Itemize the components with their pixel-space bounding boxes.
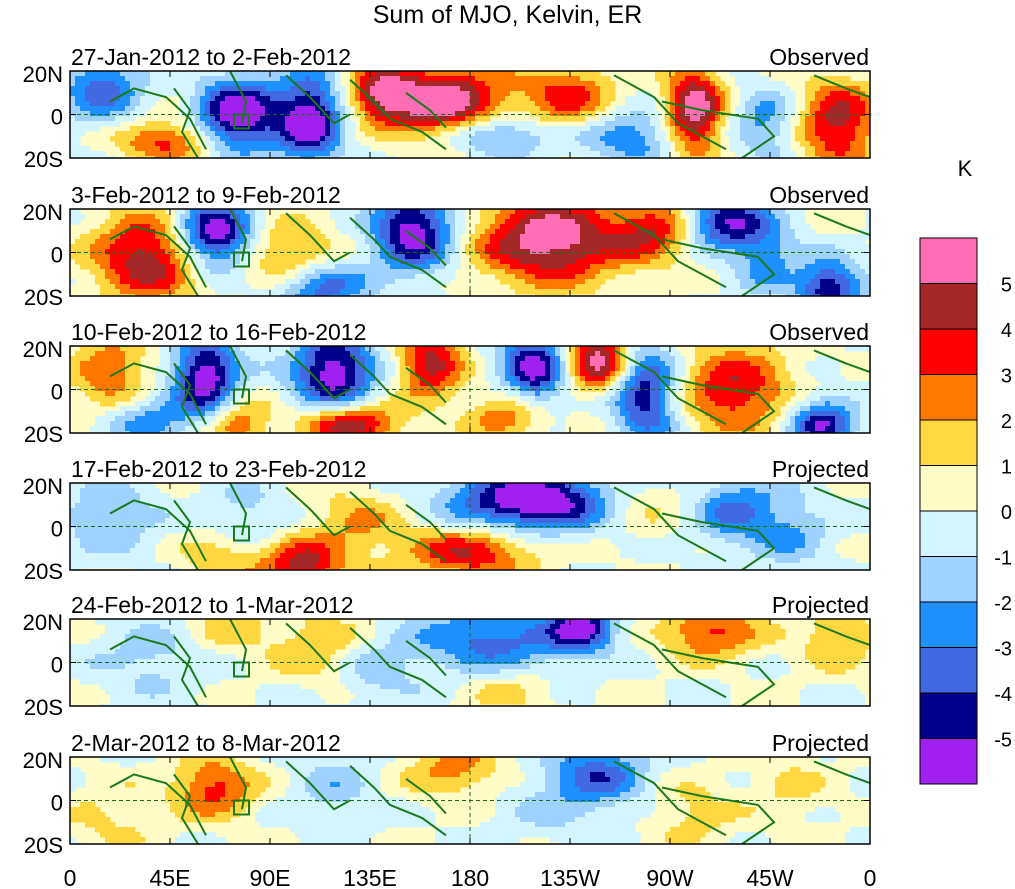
colorbar-swatch bbox=[919, 601, 978, 648]
colorbar-tick-label: 5 bbox=[1001, 275, 1012, 297]
colorbar-tick-label: -5 bbox=[994, 730, 1012, 752]
panel-date-range: 24-Feb-2012 to 1-Mar-2012 bbox=[71, 592, 354, 618]
panel-3: 20N 0 20S 10-Feb-2012 to 16-Feb-2012 Observe… bbox=[23, 319, 871, 447]
panel-date-range: 27-Jan-2012 to 2-Feb-2012 bbox=[71, 44, 351, 70]
panel-1: 20N 0 20S 27-Jan-2012 to 2-Feb-2012 Observed bbox=[23, 44, 871, 172]
colorbar-tick-label: 0 bbox=[1001, 502, 1012, 524]
panel-5: 20N 0 20S 24-Feb-2012 to 1-Mar-2012 Projecte… bbox=[23, 592, 871, 720]
x-tick-label: 90E bbox=[250, 865, 291, 889]
y-tick-label: 20S bbox=[24, 695, 63, 720]
y-tick-label: 20N bbox=[23, 337, 63, 362]
colorbar-swatch bbox=[919, 510, 978, 557]
panel-status: Observed bbox=[769, 319, 869, 345]
y-tick-label: 20S bbox=[24, 559, 63, 584]
panel-date-range: 17-Feb-2012 to 23-Feb-2012 bbox=[71, 456, 366, 482]
panel-status: Projected bbox=[772, 456, 869, 482]
x-tick-label: 180 bbox=[451, 865, 489, 889]
colorbar-swatch bbox=[919, 692, 978, 739]
y-tick-label: 20S bbox=[24, 422, 63, 447]
colorbar-swatch bbox=[919, 328, 978, 375]
panel-4: 20N 0 20S 17-Feb-2012 to 23-Feb-2012 Project… bbox=[23, 456, 871, 584]
panel-6: 20N 0 20S 2-Mar-2012 to 8-Mar-2012 Projected bbox=[23, 730, 871, 858]
y-tick-label: 20N bbox=[23, 62, 63, 87]
panel-date-range: 10-Feb-2012 to 16-Feb-2012 bbox=[71, 319, 366, 345]
panel-status: Projected bbox=[772, 730, 869, 756]
region-box bbox=[233, 525, 250, 542]
x-tick-label: 45W bbox=[746, 865, 794, 889]
colorbar-unit: K bbox=[958, 156, 973, 181]
x-tick-label: 135W bbox=[540, 865, 600, 889]
colorbar-tick-label: -2 bbox=[994, 593, 1012, 615]
y-tick-label: 20N bbox=[23, 200, 63, 225]
colorbar-swatch bbox=[919, 419, 978, 466]
y-tick-label: 0 bbox=[51, 791, 63, 816]
y-tick-label: 20N bbox=[23, 748, 63, 773]
panel-date-range: 2-Mar-2012 to 8-Mar-2012 bbox=[71, 730, 341, 756]
region-box bbox=[233, 388, 250, 405]
region-box bbox=[233, 661, 250, 678]
colorbar-tick-label: -1 bbox=[994, 548, 1012, 570]
x-tick-label: 135E bbox=[343, 865, 397, 889]
panel-date-range: 3-Feb-2012 to 9-Feb-2012 bbox=[71, 182, 341, 208]
colorbar-tick-label: 4 bbox=[1001, 320, 1012, 342]
y-tick-label: 20N bbox=[23, 474, 63, 499]
colorbar-swatch bbox=[919, 374, 978, 421]
y-tick-label: 20S bbox=[24, 147, 63, 172]
x-tick-label: 0 bbox=[64, 865, 77, 889]
y-tick-label: 0 bbox=[51, 653, 63, 678]
colorbar-tick-label: 1 bbox=[1001, 457, 1012, 479]
colorbar-swatch bbox=[919, 647, 978, 694]
colorbar-swatch bbox=[919, 556, 978, 603]
x-tick-label: 0 bbox=[864, 865, 877, 889]
colorbar-tick-label: -3 bbox=[994, 639, 1012, 661]
region-box bbox=[233, 113, 250, 130]
y-tick-label: 0 bbox=[51, 517, 63, 542]
y-tick-label: 20S bbox=[24, 285, 63, 310]
colorbar-tick-label: 3 bbox=[1001, 366, 1012, 388]
colorbar-tick-label: 2 bbox=[1001, 411, 1012, 433]
y-tick-label: 0 bbox=[51, 105, 63, 130]
x-tick-label: 45E bbox=[150, 865, 191, 889]
region-box bbox=[233, 251, 250, 268]
colorbar-swatch bbox=[919, 465, 978, 512]
colorbar-swatch bbox=[919, 283, 978, 330]
panel-status: Projected bbox=[772, 592, 869, 618]
colorbar-swatch bbox=[919, 237, 978, 284]
panel-2: 20N 0 20S 3-Feb-2012 to 9-Feb-2012 Observed bbox=[23, 182, 871, 310]
y-tick-label: 0 bbox=[51, 243, 63, 268]
panel-status: Observed bbox=[769, 182, 869, 208]
y-tick-label: 20S bbox=[24, 833, 63, 858]
region-box bbox=[233, 799, 250, 816]
colorbar-tick-label: -4 bbox=[994, 684, 1012, 706]
panel-status: Observed bbox=[769, 44, 869, 70]
colorbar-swatch bbox=[919, 738, 978, 785]
y-tick-label: 20N bbox=[23, 610, 63, 635]
x-tick-label: 90W bbox=[646, 865, 694, 889]
chart-title: Sum of MJO, Kelvin, ER bbox=[372, 1, 643, 29]
y-tick-label: 0 bbox=[51, 380, 63, 405]
colorbar: 5 4 3 2 1 0 -1 -2 -3 -4 -5 K bbox=[919, 156, 1012, 785]
